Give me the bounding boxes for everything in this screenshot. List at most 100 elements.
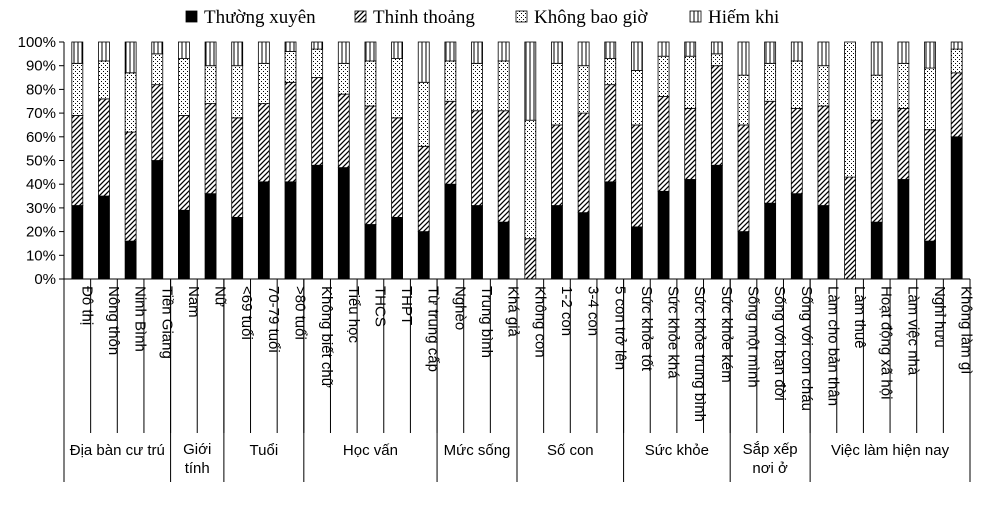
bar-thuong-xuyen-thcs [364,224,377,280]
bar-khong-bao-gio-lam-cho-ban-than [817,65,830,107]
bar-thinh-thoang-song-voi-con-chau [790,107,803,195]
bar-thinh-thoang-kha-gia [497,110,510,223]
bar-hiem-khi-khong-biet-chu [311,41,324,50]
x-tick-label: Ninh Bình [132,286,149,352]
bar-thuong-xuyen-tieu-hoc [337,167,350,280]
bar-khong-bao-gio-hoat-dong-xa-hoi [870,74,883,121]
bar-thuong-xuyen-tu-trung-cap [417,231,430,280]
bar-hiem-khi-khong-lam-gi [950,41,963,50]
x-tick-label: Không con [531,286,548,358]
bar-thinh-thoang-nu [204,103,217,195]
bar-thuong-xuyen-lam-cho-ban-than [817,205,830,280]
bar-khong-bao-gio-suc-khoe-kem [710,53,723,67]
y-tick-label: 100% [18,34,56,51]
x-tick-label: Làm thuê [851,286,868,349]
bar-khong-bao-gio-kha-gia [497,60,510,112]
bar-khong-bao-gio-thcs [364,60,377,107]
bar-hiem-khi-tieu-hoc [337,41,350,64]
bar-thuong-xuyen-80-tuoi [284,181,297,280]
bar-hiem-khi-khong-con [524,41,537,121]
legend: Thường xuyên Thỉnh thoảng Không bao giờ Hiế… [185,7,779,28]
y-tick-label: 30% [26,200,56,217]
bar-khong-bao-gio-3-4-con [577,65,590,114]
bar-hiem-khi-thpt [391,41,403,59]
bar-thuong-xuyen-song-mot-minh [737,231,750,280]
bar-hiem-khi-69-tuoi [231,41,244,67]
group-label: tính [185,460,210,477]
bar-thuong-xuyen-nu [204,193,217,280]
group-label: Sức khỏe [645,442,709,459]
bar-hiem-khi-5-con-tro-len [604,41,617,59]
bar-thuong-xuyen-nam [178,209,190,280]
y-axis: 0% 10% 20% 30% 40% 50% 60% 70% 80% 90% 100% [18,34,65,288]
group-label: Địa bàn cư trú [70,442,165,459]
bar-khong-bao-gio-do-thi [71,62,84,116]
legend-label-thinh-thoang: Thỉnh thoảng [373,7,475,28]
bar-hiem-khi-hoat-dong-xa-hoi [870,41,883,76]
bar-thuong-xuyen-kha-gia [497,221,510,280]
bar-thinh-thoang-lam-cho-ban-than [817,105,830,206]
bar-thuong-xuyen-5-con-tro-len [604,181,617,280]
x-tick-label: Đô thị [78,286,95,325]
bar-khong-bao-gio-tieu-hoc [337,62,350,95]
x-tick-label: Không làm gì [958,286,975,374]
bar-thinh-thoang-1-2-con [551,124,563,206]
bar-thuong-xuyen-69-tuoi [231,216,244,280]
bar-khong-bao-gio-suc-khoe-trung-binh [684,55,697,109]
x-tick-label: 5 con trở lên [611,286,628,370]
bar-khong-bao-gio-80-tuoi [284,51,297,83]
x-tick-label: THCS [371,286,388,327]
bar-thinh-thoang-ngheo [444,100,457,185]
bar-thinh-thoang-tieu-hoc [337,93,350,169]
group-label: Việc làm hiện nay [831,442,950,459]
group-label: Giới [183,441,211,458]
y-tick-label: 70% [26,105,56,122]
y-tick-label: 60% [26,129,56,146]
bar-thinh-thoang-trung-binh [471,110,483,206]
bar-thinh-thoang-5-con-tro-len [604,84,617,183]
bar-thuong-xuyen-suc-khoe-tot [631,226,643,280]
bar-khong-bao-gio-suc-khoe-tot [631,70,643,126]
bar-hiem-khi-song-voi-ban-doi [764,41,777,64]
bar-khong-bao-gio-70-79-tuoi [257,62,270,105]
x-tick-label: Sức khỏe tốt [638,286,655,372]
legend-label-hiem-khi: Hiếm khi [708,7,779,28]
bar-thinh-thoang-khong-lam-gi [950,72,963,138]
bar-thuong-xuyen-70-79-tuoi [257,181,270,280]
bar-khong-bao-gio-song-voi-ban-doi [764,62,777,102]
x-tick-label: Khá giả [505,286,522,338]
x-tick-label: Sống một mình [745,286,762,388]
bar-khong-bao-gio-trung-binh [471,62,483,112]
x-tick-label: Nữ [212,286,229,307]
bar-khong-bao-gio-ninh-binh [124,72,137,133]
bar-thinh-thoang-do-thi [71,115,84,206]
bar-thinh-thoang-70-79-tuoi [257,103,270,183]
bar-thinh-thoang-suc-khoe-trung-binh [684,107,697,180]
bar-khong-bao-gio-nghi-huu [924,67,936,131]
bar-khong-bao-gio-song-voi-con-chau [790,60,803,109]
bar-hiem-khi-3-4-con [577,41,590,67]
bar-thinh-thoang-69-tuoi [231,117,244,218]
bar-thuong-xuyen-tien-giang [151,160,164,280]
bar-thuong-xuyen-thpt [391,216,403,280]
x-tick-label: Nam [185,286,202,318]
x-tick-label: 70-79 tuổi [265,286,282,353]
bar-khong-bao-gio-nong-thon [98,60,110,100]
bar-khong-bao-gio-1-2-con [551,62,563,126]
bar-khong-bao-gio-lam-viec-nha [897,62,910,109]
bar-thuong-xuyen-suc-khoe-kha [657,190,670,280]
bar-thuong-xuyen-suc-khoe-trung-binh [684,179,697,280]
bar-thinh-thoang-suc-khoe-kem [710,65,723,166]
bar-thuong-xuyen-1-2-con [551,205,563,280]
bar-hiem-khi-thcs [364,41,377,62]
y-tick-label: 10% [26,247,56,264]
bar-thinh-thoang-thcs [364,105,377,225]
bar-thuong-xuyen-suc-khoe-kem [710,164,723,280]
group-label: Học vấn [343,442,398,459]
y-tick-label: 50% [26,153,56,170]
x-tick-label: Hoạt động xã hội [878,286,895,399]
bar-thinh-thoang-80-tuoi [284,81,297,183]
x-tick-label: Nông thôn [105,286,122,355]
bar-thinh-thoang-lam-viec-nha [897,107,910,180]
